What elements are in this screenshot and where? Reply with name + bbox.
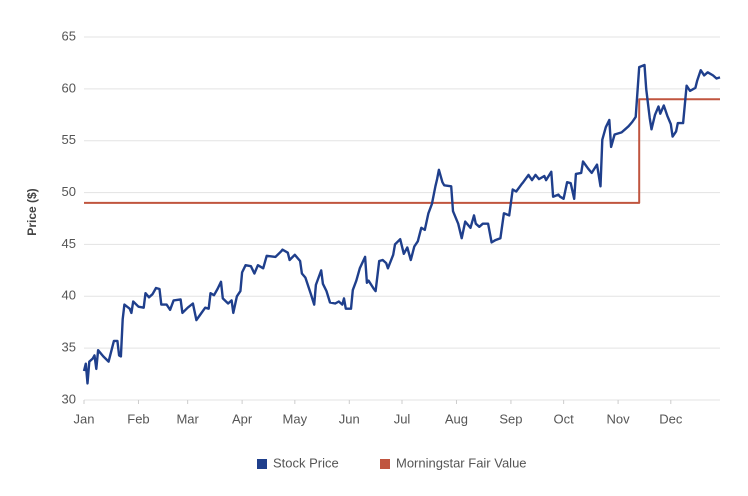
x-tick-label: Oct xyxy=(554,411,575,426)
y-tick-label: 50 xyxy=(62,184,76,199)
series-line xyxy=(84,98,720,204)
y-tick-label: 55 xyxy=(62,132,76,147)
x-tick-label: Dec xyxy=(659,411,683,426)
x-tick-label: Aug xyxy=(445,411,468,426)
y-tick-label: 35 xyxy=(62,340,76,355)
x-tick-label: Jun xyxy=(339,411,360,426)
y-tick-label: 30 xyxy=(62,391,76,406)
y-tick-label: 40 xyxy=(62,288,76,303)
x-tick-label: Apr xyxy=(232,411,253,426)
y-tick-label: 60 xyxy=(62,80,76,95)
x-tick-label: Nov xyxy=(607,411,631,426)
y-axis-label: Price ($) xyxy=(25,188,39,235)
y-tick-label: 65 xyxy=(62,28,76,43)
x-tick-label: Sep xyxy=(499,411,522,426)
y-tick-label: 45 xyxy=(62,236,76,251)
legend-label: Morningstar Fair Value xyxy=(396,455,527,470)
legend-label: Stock Price xyxy=(273,455,339,470)
x-tick-label: Feb xyxy=(127,411,149,426)
x-tick-label: May xyxy=(283,411,308,426)
legend-swatch xyxy=(380,459,390,469)
x-tick-label: Jul xyxy=(394,411,411,426)
x-tick-label: Mar xyxy=(176,411,199,426)
x-tick-label: Jan xyxy=(74,411,95,426)
series-line xyxy=(82,63,721,385)
legend-swatch xyxy=(257,459,267,469)
